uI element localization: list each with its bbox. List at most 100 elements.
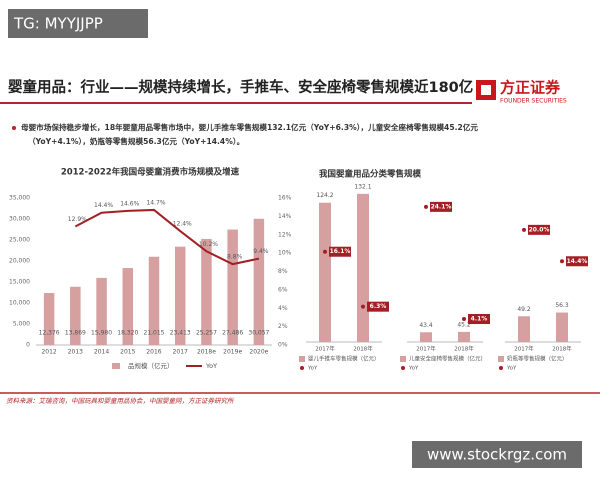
yoy-label-box [367,301,389,312]
y-tick-label: 0 [26,342,30,349]
line-value-label: 14.7% [146,199,165,206]
bar [174,246,186,345]
legend-label: 儿童安全座椅零售规模（亿元） [409,355,486,363]
legend-label: YoY [506,366,517,372]
bar [227,229,238,345]
source: 资料来源：艾瑞咨询，中国玩具和婴童用品协会，中国婴童网，方正证券研究所 [6,397,235,405]
x-tick-label: 2017 [173,349,188,356]
line-value-label: 9.4% [253,248,269,255]
yoy-label: 20.0% [529,226,550,233]
x-tick-label: 2014 [94,349,109,356]
y2-tick-label: 12% [278,231,292,238]
line-value-label: 10.2% [199,241,218,248]
logo-subtext: FOUNDER SECURITIES [500,98,567,105]
yoy-point [462,317,466,322]
bar-value-label: 25,257 [196,330,217,337]
yoy-label: 6.3% [370,303,387,310]
bar-value-label: 49.2 [517,306,531,313]
y2-tick-label: 2% [278,323,288,330]
legend-label: 奶瓶等零售规模（亿元） [507,355,568,363]
y2-tick-label: 4% [278,305,288,312]
bar-value-label: 43.4 [419,322,433,329]
y-tick-label: 30,000 [9,216,30,223]
bullet-dot [12,126,16,130]
footer-watermark-box [412,441,582,468]
bar-value-label: 18,320 [117,330,138,337]
bullet-line: （YoY+4.1%），奶瓶等零售规模56.3亿元（YoY+14.4%）。 [28,136,244,146]
yoy-label: 16.1% [330,248,351,255]
legend-label: YoY [205,362,217,370]
yoy-label-box [528,224,550,235]
bar-value-label: 13,869 [65,330,86,337]
bar [357,193,369,342]
yoy-label-box [566,256,588,267]
bar [420,332,432,342]
line-value-label: 8.8% [227,254,243,261]
y-tick-label: 10,000 [9,300,30,307]
bar [253,218,265,345]
bar-value-label: 30,057 [248,330,269,337]
y-tick-label: 15,000 [9,279,30,286]
bar [201,238,212,345]
legend-swatch [300,366,304,370]
bullet-line: 母婴市场保持稳步增长，18年婴童用品零售市场中，婴儿手推车零售规模132.1亿元… [21,122,478,132]
logo-icon-inner [481,85,491,95]
x-tick-label: 2018年 [454,345,474,353]
x-tick-label: 2020e [249,349,268,356]
yoy-label: 4.1% [471,316,488,323]
yoy-point [424,204,428,209]
x-tick-label: 2018e [197,349,216,356]
bar-value-label: 124.2 [316,192,333,199]
bar-value-label: 56.3 [555,302,569,309]
x-tick-label: 2017年 [416,345,436,353]
footer-watermark: www.stockrgz.com [427,446,567,464]
x-tick-label: 2017年 [315,345,335,353]
bar-value-label: 132.1 [354,183,371,190]
x-tick-label: 2018年 [353,345,373,353]
bar [43,293,55,345]
x-tick-label: 2017年 [514,345,534,353]
yoy-label-box [329,246,351,257]
bar [70,286,81,345]
line-value-label: 12.9% [68,216,87,223]
bar [458,331,470,342]
line [74,208,260,266]
legend-label: YoY [408,366,419,372]
x-tick-label: 2016 [146,349,161,356]
legend-swatch [499,366,503,370]
x-tick-label: 2012 [41,349,56,356]
bar [148,256,160,345]
bar [122,268,134,345]
bar-value-label: 12,376 [39,330,60,337]
yoy-point [323,249,327,254]
yoy-label-box [430,201,452,212]
line-value-label: 12.4% [173,221,192,228]
yoy-point [522,227,526,232]
yoy-point [560,259,564,264]
bar [96,277,107,345]
slide-title: 婴童用品：行业——规模持续增长，手推车、安全座椅零售规模近180亿 [8,78,473,96]
bar-value-label: 23,413 [170,330,191,337]
y-tick-label: 25,000 [9,237,30,244]
yoy-label: 24.1% [431,203,452,210]
yoy-label-box [468,314,490,325]
x-tick-label: 2019e [223,349,242,356]
bar-value-label: 21,015 [144,330,165,337]
y2-tick-label: 16% [278,195,292,202]
chart-title: 我国婴童用品分类零售规模 [319,169,422,180]
y2-tick-label: 14% [278,213,292,220]
y-tick-label: 35,000 [9,195,30,202]
bar-value-label: 27,486 [222,330,243,337]
legend-swatch [400,356,406,362]
y-tick-label: 20,000 [9,258,30,265]
bar-value-label: 45.2 [457,321,471,328]
bar [556,312,568,342]
line-value-label: 14.6% [120,200,139,207]
x-tick-label: 2015 [120,349,135,356]
legend-label: 婴儿手推车零售规模（亿元） [308,355,380,363]
logo-text: 方正证券 [500,79,561,97]
x-tick-label: 2013 [68,349,83,356]
line-value-label: 14.4% [94,202,113,209]
